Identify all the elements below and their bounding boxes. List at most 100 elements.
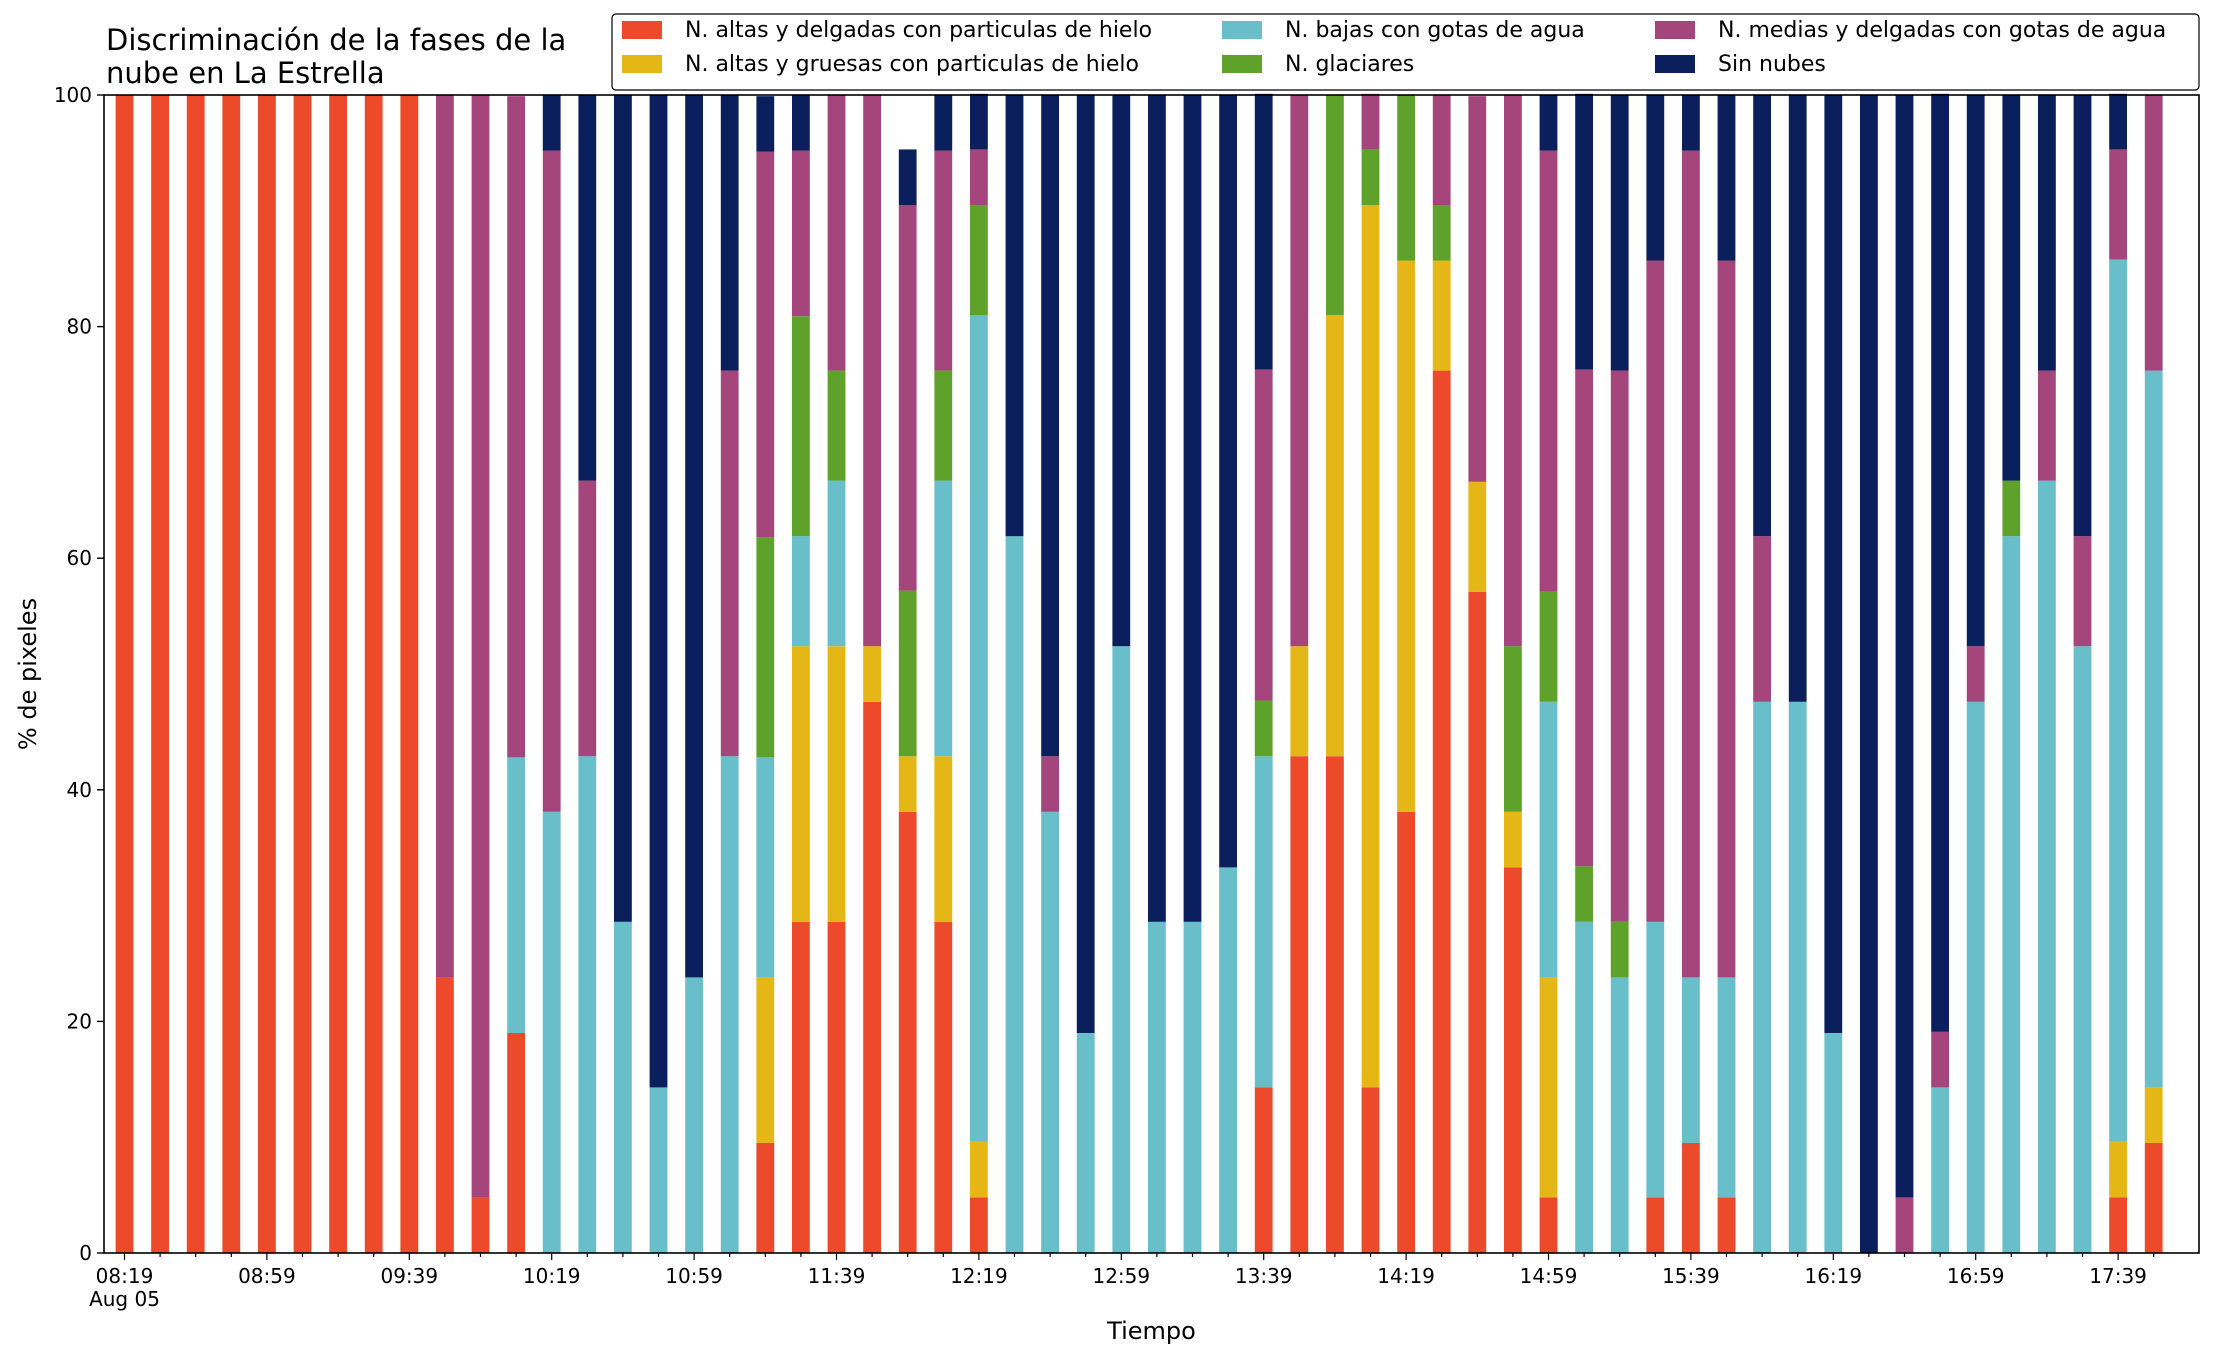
bar-segment-0959-s4 — [471, 95, 490, 1198]
y-tick-label: 20 — [67, 1009, 92, 1033]
bar-segment-1409-s4 — [1361, 93, 1380, 150]
bar-segment-1529-s4 — [1646, 260, 1665, 922]
bar-segment-1219-s3 — [970, 205, 988, 316]
legend-swatch — [622, 21, 662, 39]
bar-segment-1229-s2 — [1005, 536, 1024, 1253]
y-tick-label: 0 — [79, 1241, 92, 1265]
bar-segment-1129-s3 — [792, 316, 810, 537]
bar-segment-1039-s2 — [614, 921, 632, 1253]
legend-label: N. bajas con gotas de agua — [1285, 18, 1585, 43]
bar-segment-1429-s4 — [1432, 95, 1451, 206]
bar-segment-1209-s3 — [934, 370, 953, 481]
bar-segment-1219-s5 — [970, 93, 988, 150]
x-tick-label: 09:39 — [380, 1264, 438, 1288]
y-axis: 0 20 40 60 80 100 — [54, 83, 104, 1265]
bar-segment-1339-s3 — [1254, 700, 1273, 757]
bar-segment-1559-s2 — [1753, 701, 1771, 1253]
bar-segment-1509-s5 — [1575, 93, 1593, 370]
bar-segment-1729-s4 — [2073, 536, 2092, 647]
bar-segment-1739-s5 — [2109, 93, 2127, 150]
bar-segment-1609-s2 — [1788, 701, 1807, 1253]
bar-segment-1459-s5 — [1539, 95, 1558, 151]
bar-segment-0849-s0 — [222, 95, 241, 1253]
x-tick-label: 17:39 — [2089, 1264, 2147, 1288]
bar-segment-1619-s2 — [1824, 1032, 1843, 1253]
bar-segment-1549-s5 — [1717, 95, 1736, 261]
bar-segment-1459-s1 — [1539, 977, 1558, 1198]
bar-segment-1519-s5 — [1610, 95, 1629, 371]
bar-segment-1219-s4 — [970, 149, 988, 206]
bar-layer — [115, 93, 2163, 1254]
bar-segment-1159-s0 — [898, 811, 917, 1253]
bar-segment-1349-s4 — [1290, 95, 1309, 647]
y-tick-label: 100 — [54, 83, 92, 107]
bar-segment-1329-s2 — [1219, 867, 1237, 1253]
x-tick-label: 14:59 — [1520, 1264, 1578, 1288]
bar-segment-1349-s0 — [1290, 756, 1309, 1253]
bar-segment-1419-s0 — [1397, 811, 1415, 1253]
legend-swatch — [1222, 21, 1262, 39]
bar-segment-1039-s5 — [614, 95, 632, 922]
bar-segment-1529-s5 — [1646, 95, 1665, 261]
bar-segment-1149-s4 — [863, 95, 881, 647]
bar-segment-1459-s2 — [1539, 701, 1558, 978]
bar-segment-1009-s2 — [507, 757, 525, 1033]
bar-segment-1029-s5 — [578, 95, 597, 481]
legend-box — [611, 13, 2200, 91]
bar-segment-1259-s5 — [1112, 95, 1131, 647]
x-tick-label: 08:59 — [238, 1264, 296, 1288]
bar-segment-1209-s5 — [934, 95, 953, 151]
bar-segment-1519-s2 — [1610, 977, 1629, 1253]
bar-segment-1309-s2 — [1148, 921, 1166, 1253]
bar-segment-0929-s0 — [364, 95, 383, 1253]
legend-label: Sin nubes — [1718, 52, 1826, 77]
bar-segment-1159-s3 — [898, 590, 917, 757]
bar-segment-1119-s2 — [756, 757, 775, 978]
bar-segment-1409-s0 — [1361, 1087, 1380, 1253]
bar-segment-1709-s2 — [2002, 536, 2021, 1253]
bar-segment-1159-s4 — [898, 205, 917, 591]
bar-segment-1459-s3 — [1539, 591, 1558, 702]
bar-segment-1719-s5 — [2038, 95, 2056, 371]
bar-segment-1249-s2 — [1076, 1032, 1095, 1253]
bar-segment-1509-s4 — [1575, 369, 1593, 867]
bar-segment-1009-s4 — [507, 96, 525, 758]
x-axis-label: Tiempo — [1106, 1317, 1196, 1345]
bar-segment-1459-s4 — [1539, 150, 1558, 592]
bar-segment-1259-s2 — [1112, 646, 1131, 1253]
bar-segment-1229-s5 — [1005, 95, 1024, 537]
bar-segment-1739-s1 — [2109, 1141, 2127, 1198]
bar-segment-1209-s4 — [934, 150, 953, 371]
bar-segment-1439-s1 — [1468, 481, 1487, 592]
bar-segment-1749-s4 — [2144, 95, 2163, 371]
bar-segment-1539-s2 — [1682, 977, 1700, 1143]
bar-segment-1019-s5 — [542, 95, 561, 151]
bar-segment-1119-s5 — [756, 96, 775, 152]
y-axis-label: % de pixeles — [14, 598, 42, 750]
bar-segment-1019-s2 — [542, 811, 561, 1253]
bar-segment-1739-s4 — [2109, 149, 2127, 260]
bar-segment-1239-s5 — [1041, 95, 1059, 757]
bar-segment-1539-s5 — [1682, 95, 1700, 151]
bar-segment-1749-s2 — [2144, 370, 2163, 1088]
bar-segment-1739-s0 — [2109, 1197, 2127, 1253]
bar-segment-1429-s0 — [1432, 370, 1451, 1254]
bar-segment-1109-s5 — [720, 95, 739, 371]
bar-segment-1549-s4 — [1717, 260, 1736, 978]
x-tick-label: 16:19 — [1804, 1264, 1862, 1288]
bar-segment-1219-s0 — [970, 1197, 988, 1253]
y-tick-label: 60 — [67, 546, 92, 570]
legend-label: N. altas y delgadas con particulas de hi… — [685, 18, 1152, 43]
x-tick-label: 10:19 — [523, 1264, 581, 1288]
bar-segment-1539-s4 — [1682, 150, 1700, 978]
bar-segment-1019-s4 — [542, 150, 561, 812]
bar-segment-1639-s5 — [1895, 95, 1914, 1198]
legend-label: N. altas y gruesas con particulas de hie… — [685, 52, 1139, 77]
bar-segment-1609-s5 — [1788, 95, 1807, 702]
bar-segment-1439-s0 — [1468, 591, 1487, 1253]
bar-segment-1159-s5 — [898, 149, 917, 206]
bar-segment-1029-s2 — [578, 756, 597, 1253]
bar-segment-1429-s1 — [1432, 260, 1451, 371]
bar-segment-1749-s1 — [2144, 1087, 2163, 1143]
